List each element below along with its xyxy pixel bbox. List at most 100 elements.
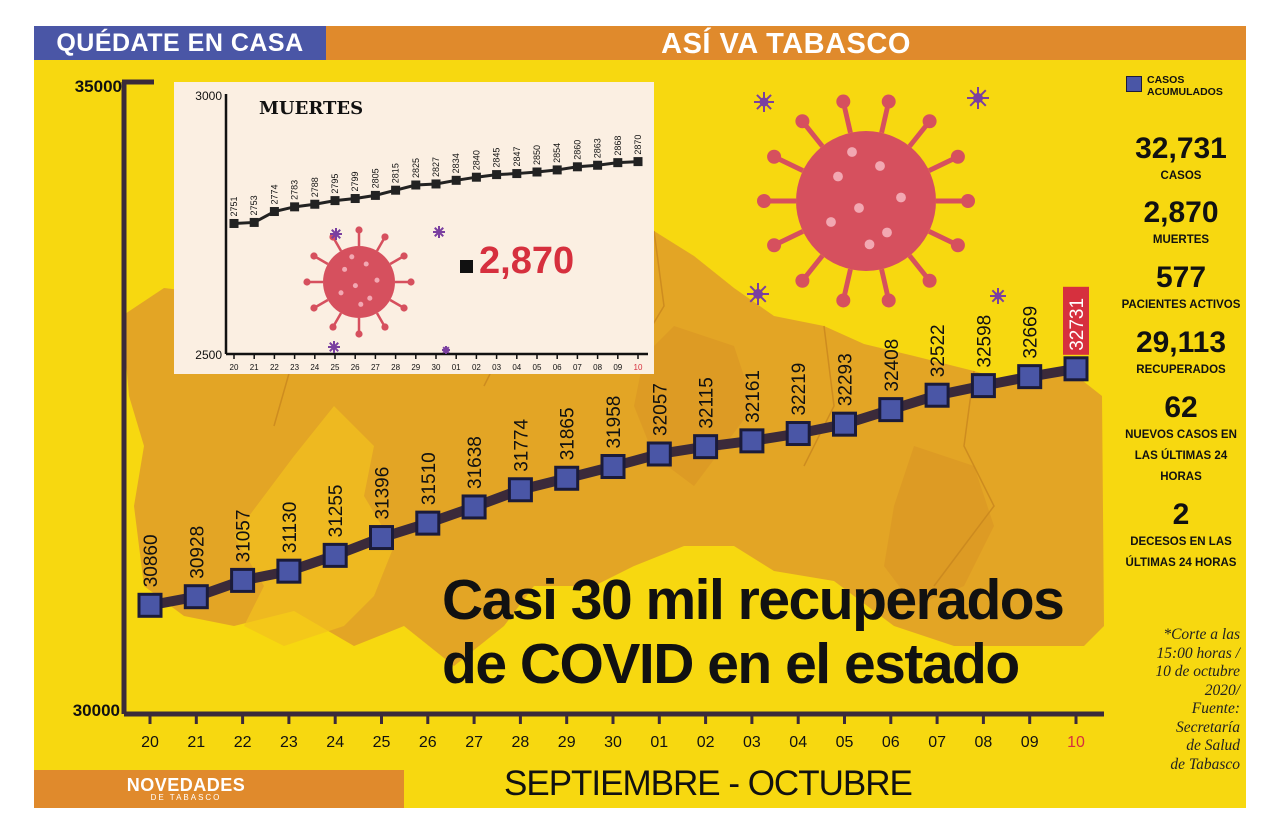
legend-label: CASOS ACUMULADOS — [1147, 74, 1223, 98]
inset-x-tick-label: 03 — [492, 363, 501, 372]
inset-data-label: 2850 — [532, 145, 542, 165]
inset-x-tick-label: 30 — [432, 363, 441, 372]
data-point — [739, 428, 765, 454]
data-label: 32522 — [928, 324, 949, 377]
inset-data-point — [290, 202, 300, 212]
inset-x-tick-label: 04 — [512, 363, 521, 372]
data-label: 31638 — [465, 436, 486, 489]
stat-deaths: 2,870 MUERTES — [1143, 196, 1219, 246]
data-point — [832, 411, 857, 437]
inset-data-label: 2863 — [593, 138, 603, 158]
data-label: 31865 — [558, 407, 579, 460]
inset-data-point — [451, 175, 461, 185]
inset-data-label: 2783 — [290, 180, 300, 200]
inset-x-tick-label: 06 — [553, 363, 562, 372]
data-label: 32115 — [697, 377, 718, 428]
inset-data-label: 2827 — [431, 157, 441, 177]
data-label: 30928 — [187, 526, 208, 579]
highlight-label-bg — [1063, 286, 1089, 355]
data-point — [183, 584, 209, 610]
data-point — [415, 510, 441, 536]
inset-data-point — [229, 218, 239, 228]
x-tick-label: 20 — [141, 734, 159, 751]
brand-subtitle: DE TABASCO — [150, 793, 222, 802]
inset-data-point — [613, 158, 623, 168]
data-point — [461, 494, 487, 520]
cases-chart: 30860 30928 31057 31130 31255 31396 31510 31638… — [73, 77, 1104, 751]
x-tick-label: 26 — [419, 734, 437, 751]
inset-x-tick-label: 01 — [452, 363, 461, 372]
deaths-total: 2,870 — [479, 240, 575, 282]
x-tick-label: 03 — [743, 734, 761, 751]
data-label: 32293 — [836, 353, 857, 406]
data-point — [554, 465, 580, 491]
x-tick-label: 07 — [928, 734, 946, 751]
x-tick-label: 30 — [604, 734, 622, 751]
data-point — [137, 592, 163, 618]
inset-x-tick-label: 23 — [290, 363, 299, 372]
x-tick-label: 02 — [697, 734, 715, 751]
data-point — [970, 373, 996, 399]
data-label: 32598 — [974, 315, 995, 368]
inset-x-tick-label: 22 — [270, 363, 279, 372]
deaths-chart-title: MUERTES — [259, 98, 364, 119]
data-point — [878, 397, 904, 423]
brand-logo: NOVEDADES — [126, 775, 246, 795]
inset-x-tick-label: 07 — [573, 363, 582, 372]
inset-x-tick-label: 24 — [310, 363, 319, 372]
inset-data-point — [471, 172, 481, 182]
inset-data-label: 2870 — [633, 135, 643, 155]
inset-x-tick-label: 28 — [391, 363, 400, 372]
stat-active-patients: 577 PACIENTES ACTIVOS — [1121, 261, 1241, 311]
inset-x-tick-label: 09 — [613, 363, 622, 372]
data-point — [646, 441, 672, 467]
data-label: 31958 — [604, 396, 625, 449]
data-point — [1063, 356, 1089, 382]
inset-x-tick-label: 02 — [472, 363, 481, 372]
footer-bar — [34, 770, 404, 808]
data-label: 32669 — [1021, 306, 1042, 359]
data-point — [1017, 364, 1043, 390]
inset-x-tick-label: 25 — [331, 363, 340, 372]
x-tick-label: 29 — [558, 734, 576, 751]
inset-data-point — [249, 217, 259, 227]
inset-x-tick-label: 05 — [533, 363, 542, 372]
inset-data-label: 2753 — [249, 195, 259, 215]
y-tick-label: 35000 — [75, 77, 122, 96]
data-label: 31396 — [373, 467, 394, 520]
inset-x-tick-label: 20 — [230, 363, 239, 372]
infographic-frame: QUÉDATE EN CASA ASÍ VA TABASCO 30860 3092… — [34, 26, 1246, 808]
inset-data-label: 2825 — [411, 158, 421, 178]
inset-x-tick-label: 08 — [593, 363, 602, 372]
x-tick-label: 21 — [187, 734, 205, 751]
header-title: ASÍ VA TABASCO — [326, 26, 1246, 60]
inset-data-point — [532, 167, 542, 177]
inset-data-label: 2840 — [471, 150, 481, 170]
inset-data-label: 2860 — [572, 140, 582, 160]
inset-x-tick-label: 27 — [371, 363, 380, 372]
inset-y-tick-label: 2500 — [195, 348, 222, 362]
x-tick-label: 27 — [465, 734, 483, 751]
stat-new-cases: 62 NUEVOS CASOS EN LAS ÚLTIMAS 24 HORAS — [1125, 391, 1237, 483]
inset-x-tick-label: 10 — [634, 363, 643, 372]
x-axis-title: SEPTIEMBRE - OCTUBRE — [504, 764, 913, 803]
x-tick-label: 25 — [373, 734, 391, 751]
x-tick-label: 01 — [650, 734, 668, 751]
data-point — [693, 434, 719, 460]
inset-data-point — [370, 190, 380, 200]
data-label: 31255 — [326, 485, 347, 538]
inset-data-label: 2868 — [613, 136, 623, 156]
x-tick-label: 06 — [882, 734, 900, 751]
inset-data-point — [411, 180, 421, 190]
header-tag: QUÉDATE EN CASA — [34, 26, 326, 60]
data-label: 32161 — [743, 370, 764, 423]
x-tick-label: 22 — [234, 734, 252, 751]
inset-x-tick-label: 29 — [411, 363, 420, 372]
inset-data-point — [552, 165, 562, 175]
data-label: 32057 — [650, 383, 671, 436]
headline: Casi 30 mil recuperados de COVID en el e… — [442, 568, 1065, 696]
data-label: 31510 — [419, 452, 440, 505]
data-label: 32219 — [789, 363, 810, 416]
deaths-total-marker — [460, 260, 473, 273]
